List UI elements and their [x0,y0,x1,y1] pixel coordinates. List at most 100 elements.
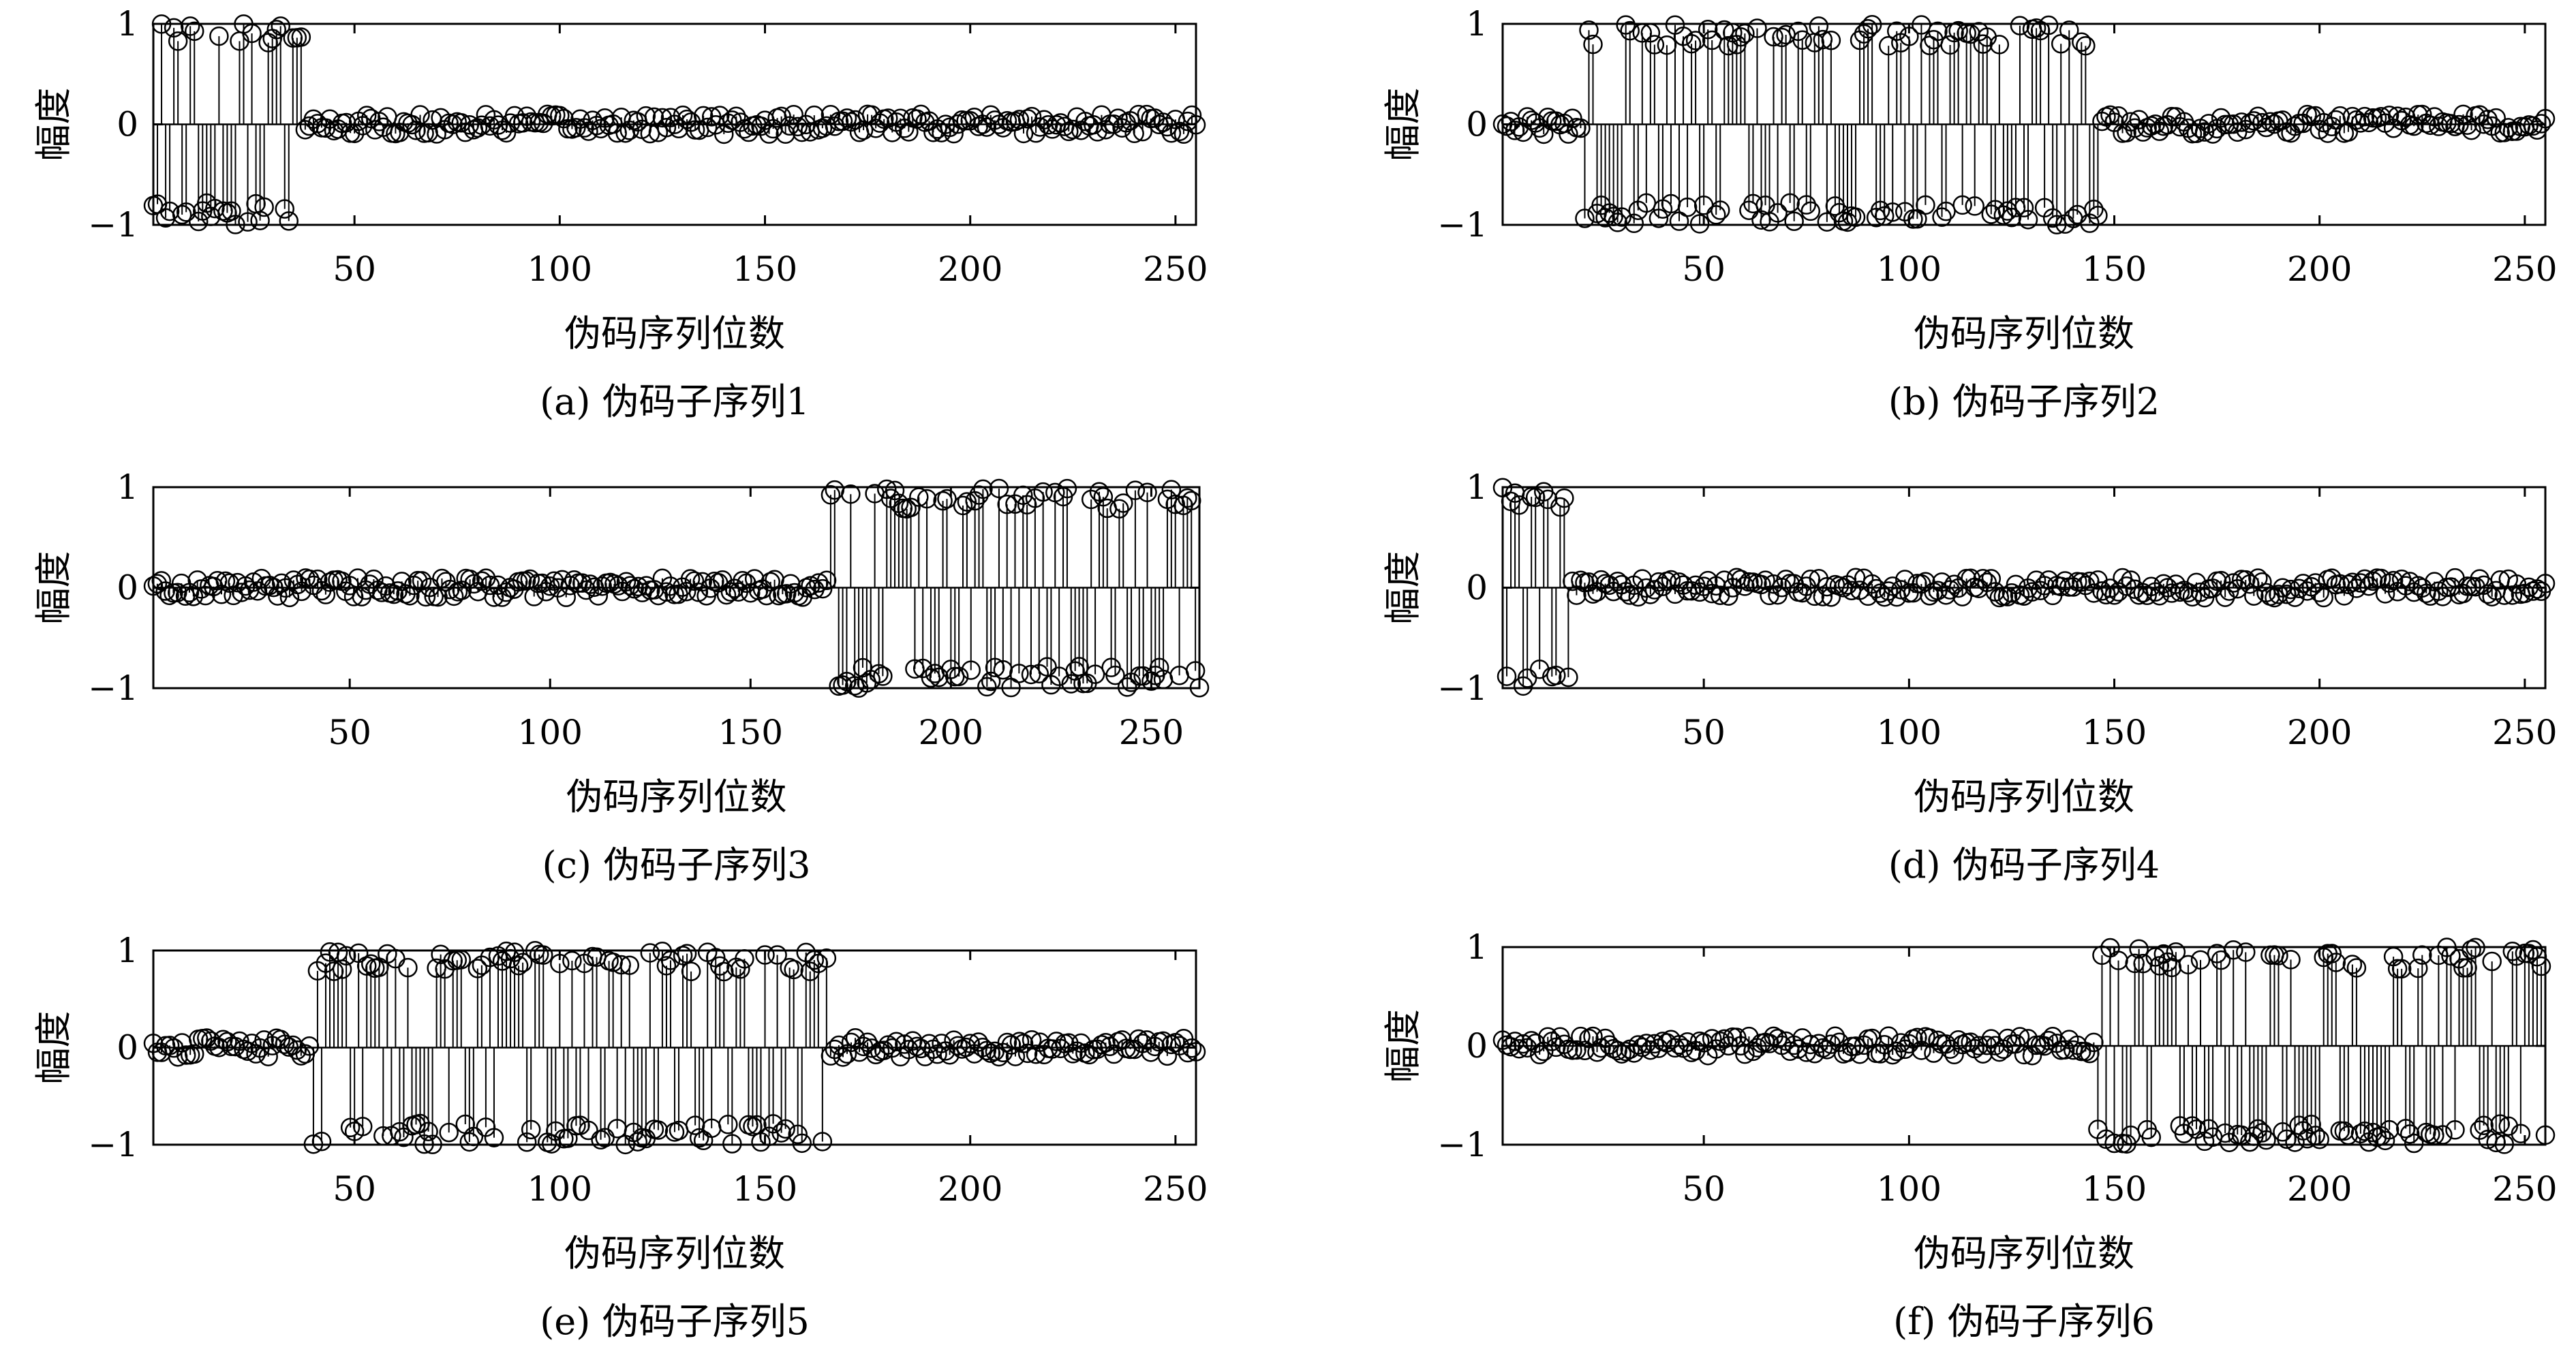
stem-marker [2478,584,2498,604]
stem-marker [997,494,1017,514]
stem-marker [1973,568,1993,589]
stem-marker [1932,207,1952,227]
stem-marker [620,576,641,596]
stem-marker [2433,1125,2453,1145]
stem-marker [307,569,328,589]
stem-marker [1792,30,1812,50]
subplot-caption: (e) 伪码子序列5 [540,1300,810,1343]
y-axis-label: 幅度 [32,88,75,161]
stem-marker [1640,23,1661,43]
x-tick-label: 150 [2082,713,2147,752]
stem-marker [189,211,209,232]
stem-marker [2141,1127,2161,1147]
stem-marker [209,26,229,46]
stem-marker [816,948,837,968]
stem-marker [628,1132,648,1152]
x-tick-label: 100 [518,713,583,752]
y-tick-label: 1 [117,467,138,507]
stem-marker [1497,666,1517,686]
stem-marker [2297,1129,2317,1149]
x-tick-label: 50 [333,249,376,289]
stem-marker [1870,1044,1890,1064]
y-tick-label: 0 [117,568,138,608]
y-axis-label: 幅度 [32,551,75,625]
stem-marker [410,105,430,125]
stem-series [143,14,1206,234]
stem-marker [1583,34,1603,55]
stem-marker [2215,1123,2235,1143]
stem-marker [175,586,196,606]
stem-marker [1796,195,1816,215]
y-tick-label: −1 [1437,1125,1488,1164]
stem-marker [550,953,570,974]
stem-marker [343,587,364,606]
stem-marker [1022,1030,1042,1050]
stem-marker [2244,111,2264,131]
stem-marker [1870,200,1890,221]
stem-marker [508,955,529,976]
stem-marker [1061,674,1082,694]
stem-marker [2535,108,2556,129]
stem-marker [1616,15,1636,35]
stem-marker [2002,207,2022,228]
stem-marker [459,1132,480,1152]
stem-marker [579,1120,598,1141]
stem-marker [168,31,188,51]
stem-marker [2412,945,2432,965]
y-tick-label: 1 [1466,467,1488,507]
stem-marker [833,675,853,695]
stem-marker [423,1134,442,1154]
stem-marker [2162,583,2182,603]
stem-series [1492,14,2556,235]
stem-marker [1731,27,1751,47]
stem-marker [741,583,761,603]
stem-marker [684,571,705,591]
stem-marker [271,16,290,36]
stem-marker [1013,123,1034,144]
stem-marker [1948,20,1968,41]
stem-marker [1105,665,1125,685]
stem-marker [303,1134,324,1154]
stem-marker [2502,941,2523,961]
stem-marker [2117,1134,2136,1154]
stem-marker [1981,569,2002,589]
stem-marker [1186,1042,1206,1062]
y-tick-label: −1 [88,205,138,245]
stem-marker [172,204,192,225]
stem-marker [1591,1038,1611,1058]
stem-marker [784,104,803,125]
stem-series [1492,478,2556,696]
stem-marker [948,1036,968,1056]
stem-marker [1711,200,1730,220]
stem-marker [2494,1134,2515,1154]
stem-marker [463,1126,484,1147]
x-tick-label: 150 [733,1169,797,1209]
stem-marker [2502,585,2523,605]
stem-marker [1075,111,1095,132]
stem-marker [2223,940,2243,960]
subplot-caption: (b) 伪码子序列2 [1888,380,2160,423]
y-tick-label: 0 [117,1028,138,1068]
stem-marker [1089,482,1109,502]
stem-marker [2125,953,2145,974]
stem-marker [1845,568,1866,588]
stem-marker [1698,20,1718,40]
stem-marker [2515,583,2535,604]
stem-marker [2482,951,2502,972]
stem-marker [496,582,516,602]
stem-marker [2166,942,2186,962]
x-tick-label: 200 [938,249,1002,289]
stem-marker [1109,499,1129,519]
stem-marker [2137,585,2157,606]
x-tick-label: 100 [527,1169,592,1209]
stem-marker [611,955,631,975]
stem-marker [1178,111,1198,132]
x-tick-label: 200 [919,713,983,752]
stem-marker [2022,582,2042,602]
stem-marker [2010,16,2030,35]
stem-marker [416,587,436,607]
stem-marker [467,959,488,978]
stem-marker [1033,482,1053,502]
